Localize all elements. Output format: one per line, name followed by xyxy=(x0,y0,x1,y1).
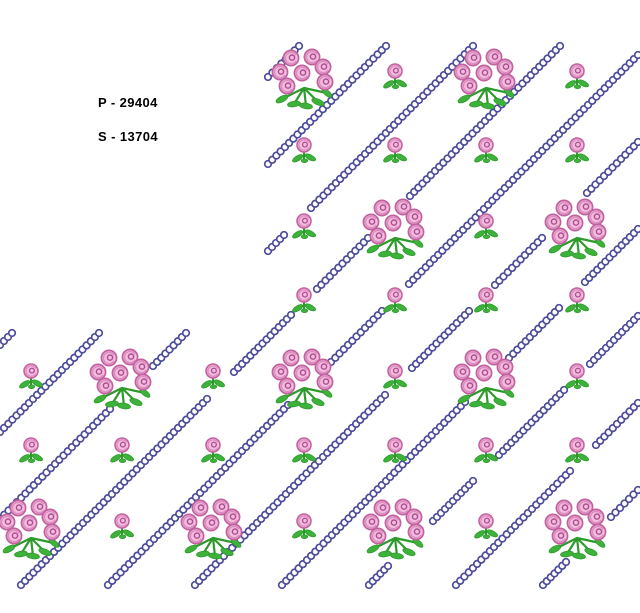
rose-bud-motif xyxy=(382,288,407,313)
rose-bud-motif xyxy=(564,64,589,89)
rose-bud-motif xyxy=(382,64,407,89)
rose-bud-motif xyxy=(382,138,407,163)
chain-segment xyxy=(494,385,569,460)
chain-segment xyxy=(16,394,212,590)
rose-bud-motif xyxy=(473,438,498,463)
rose-bud-motif xyxy=(473,514,498,539)
rose-bouquet-motif xyxy=(363,499,424,559)
chain-segment xyxy=(0,404,115,524)
chain-segment xyxy=(404,50,640,289)
rose-bud-motif xyxy=(291,438,316,463)
chain-segment xyxy=(326,306,387,367)
rose-bud-motif xyxy=(382,438,407,463)
rose-bud-motif xyxy=(564,288,589,313)
rose-bud-motif xyxy=(564,364,589,389)
chain-layer xyxy=(0,41,640,590)
rose-bouquet-motif xyxy=(272,349,333,409)
chain-segment xyxy=(490,233,547,290)
chain-segment xyxy=(428,476,478,526)
chain-segment xyxy=(263,41,391,169)
chain-segment xyxy=(277,397,470,590)
chain-segment xyxy=(582,137,640,198)
chain-segment xyxy=(585,311,640,369)
chain-segment xyxy=(148,328,191,371)
rose-bud-motif xyxy=(291,214,316,239)
rose-bouquet-motif xyxy=(363,199,424,259)
rose-bud-motif xyxy=(291,288,316,313)
chain-segment xyxy=(504,303,564,363)
rose-bud-motif xyxy=(473,288,498,313)
chain-segment xyxy=(190,390,390,590)
chain-segment xyxy=(407,306,474,373)
chain-segment xyxy=(103,400,293,590)
rose-bud-motif xyxy=(291,514,316,539)
rose-bud-motif xyxy=(200,364,225,389)
chain-segment xyxy=(0,328,104,437)
chain-segment xyxy=(591,398,640,450)
chain-segment xyxy=(364,561,393,590)
rose-bouquet-motif xyxy=(545,199,606,259)
chain-segment xyxy=(538,557,571,590)
design-code-s: S - 13704 xyxy=(98,129,158,144)
rose-bud-motif xyxy=(564,438,589,463)
rose-bud-motif xyxy=(382,364,407,389)
chain-segment xyxy=(263,230,289,256)
rose-bud-motif xyxy=(564,138,589,163)
rose-bud-motif xyxy=(18,364,43,389)
chain-segment xyxy=(229,310,296,377)
rose-bud-motif xyxy=(473,138,498,163)
chain-segment xyxy=(0,328,17,350)
rose-bud-motif xyxy=(109,514,134,539)
rose-bud-motif xyxy=(109,438,134,463)
chain-segment xyxy=(312,233,373,294)
rose-bouquet-motif xyxy=(90,349,151,409)
rose-bouquet-motif xyxy=(272,49,333,109)
design-code-p: P - 29404 xyxy=(98,95,158,110)
rose-bud-motif xyxy=(18,438,43,463)
chain-segment xyxy=(580,224,640,287)
rose-bouquet-motif xyxy=(545,499,606,559)
chain-segment xyxy=(451,466,575,590)
chain-segment xyxy=(606,485,640,522)
chain-segment xyxy=(306,41,478,213)
rose-bud-motif xyxy=(200,438,225,463)
